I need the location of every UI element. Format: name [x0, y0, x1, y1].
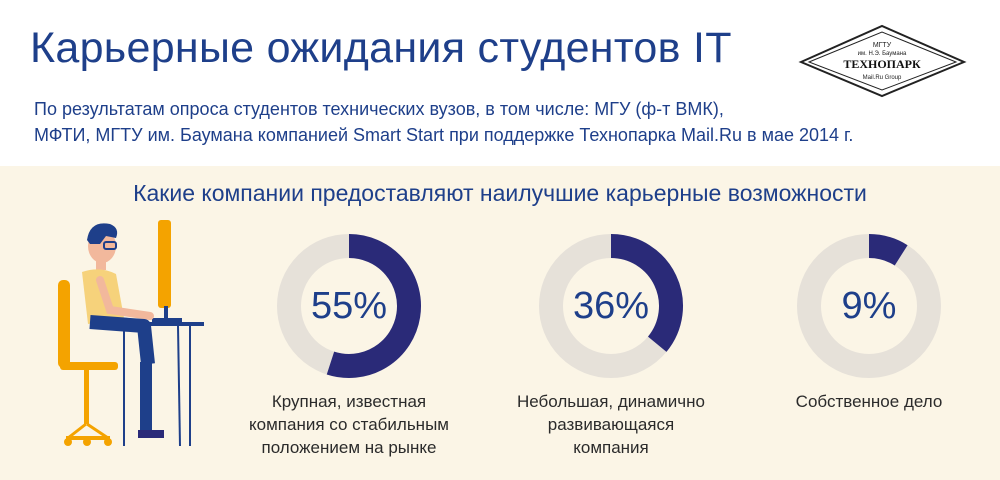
donut-value-arc — [326, 234, 421, 378]
donut-caption-large-company: Крупная, известная компания со стабильны… — [229, 390, 469, 459]
caption-line: Собственное дело — [795, 392, 943, 411]
donut-chart-svg — [797, 234, 941, 378]
caption-line: развивающаяся — [547, 415, 675, 434]
caption-line: компания со стабильным — [249, 415, 449, 434]
caption-line: компания — [573, 438, 649, 457]
logo-group: Mail.Ru Group — [863, 75, 902, 81]
caption-line: положением на рынке — [261, 438, 437, 457]
logo-line2: им. Н.Э. Баумана — [858, 51, 907, 57]
donut-percent-label: 36% — [572, 284, 650, 327]
donut-percent-label: 9% — [841, 284, 897, 327]
technopark-logo: МГТУ им. Н.Э. Баумана ТЕХНОПАРК Mail.Ru … — [798, 24, 967, 98]
caption-line: Небольшая, динамично — [516, 392, 706, 411]
subtitle: По результатам опроса студентов техничес… — [34, 96, 984, 148]
page-title: Карьерные ожидания студентов IT — [30, 24, 732, 72]
donut-small-company: 36% — [538, 233, 684, 379]
logo-line1: МГТУ — [873, 42, 892, 49]
donut-chart-svg — [539, 234, 683, 378]
donut-chart-svg — [277, 234, 421, 378]
donut-value-arc — [868, 234, 908, 266]
caption-line: Крупная, известная — [271, 392, 427, 411]
logo-name: ТЕХНОПАРК — [843, 57, 921, 71]
student-at-computer-illustration — [58, 220, 204, 447]
donut-own-business: 9% — [796, 233, 942, 379]
donut-value-arc — [610, 234, 683, 352]
subtitle-line-2: МФТИ, МГТУ им. Баумана компанией Smart S… — [34, 125, 854, 145]
donut-caption-small-company: Небольшая, динамично развивающаяся компа… — [491, 390, 731, 459]
subtitle-line-1: По результатам опроса студентов техничес… — [34, 99, 724, 119]
donut-large-company: 55% — [276, 233, 422, 379]
chart-title: Какие компании предоставляют наилучшие к… — [133, 180, 867, 206]
donut-percent-label: 55% — [310, 284, 388, 327]
donut-caption-own-business: Собственное дело — [749, 390, 989, 413]
